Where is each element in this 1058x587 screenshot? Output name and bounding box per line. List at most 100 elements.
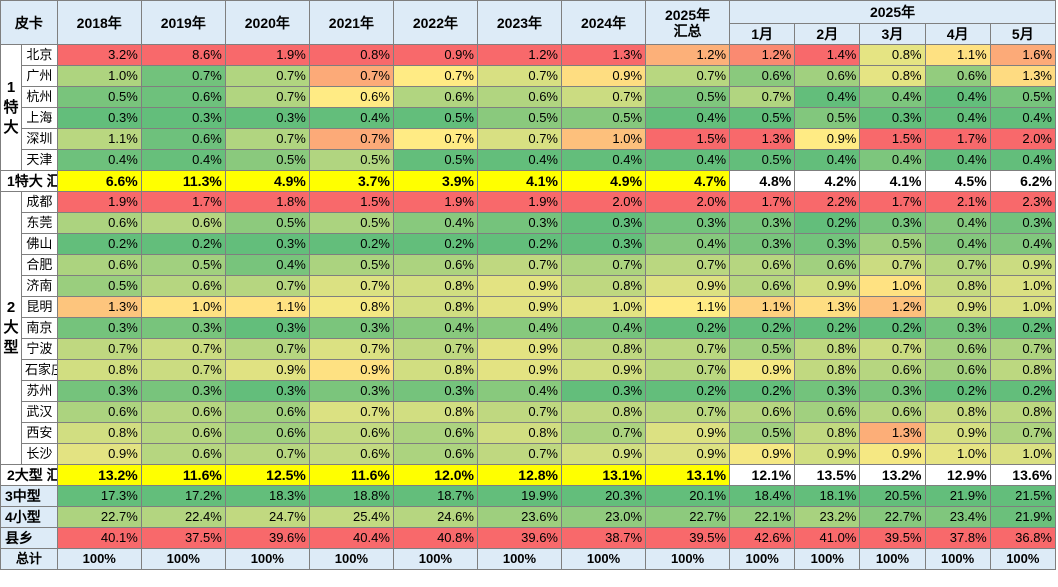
table-row: 西安 0.8% 0.6% 0.6% 0.6% 0.6% 0.8% 0.7% 0.9% 0.5% 0.… [1, 422, 1057, 444]
value-cell: 1.0% [140, 296, 226, 318]
value-cell: 0.8% [794, 338, 861, 360]
table-row: 长沙 0.9% 0.6% 0.7% 0.6% 0.6% 0.7% 0.9% 0.9% 0.9% 0.… [1, 443, 1057, 465]
city-name: 广州 [21, 65, 58, 87]
category-value: 22.7% [859, 506, 926, 528]
value-cell: 0.9% [476, 338, 563, 360]
value-cell: 0.9% [560, 443, 647, 465]
value-cell: 0.3% [859, 212, 926, 234]
category-value: 23.6% [476, 506, 563, 528]
value-cell: 0.8% [308, 44, 394, 66]
value-cell: 0.3% [560, 233, 647, 255]
value-cell: 0.3% [645, 212, 731, 234]
value-cell: 0.7% [476, 128, 563, 150]
city-name: 南京 [21, 317, 58, 339]
value-cell: 0.3% [140, 317, 226, 339]
category-value: 21.9% [924, 485, 991, 507]
value-cell: 0.5% [308, 254, 394, 276]
table-row: 佛山 0.2% 0.2% 0.3% 0.2% 0.2% 0.2% 0.3% 0.4% 0.3% 0.… [1, 233, 1057, 255]
total-row: 总计 100% 100% 100% 100% 100% 100% 100% 100% 100% 10… [0, 548, 1057, 570]
value-cell: 0.7% [308, 401, 394, 423]
value-cell: 0.2% [476, 233, 563, 255]
category-value: 22.4% [140, 506, 226, 528]
summary-value: 4.1% [859, 170, 926, 192]
summary-value: 12.9% [924, 464, 991, 486]
value-cell: 0.3% [140, 380, 226, 402]
header-ytd-2025: 2025年 汇总 [645, 0, 731, 45]
value-cell: 1.1% [924, 44, 991, 66]
summary-value: 13.5% [794, 464, 861, 486]
table-row: 1 特 大北京 3.2% 8.6% 1.9% 0.8% 0.9% 1.2% 1.3% 1.2% 1… [0, 44, 1057, 171]
value-cell: 0.8% [392, 275, 478, 297]
value-cell: 0.6% [140, 422, 226, 444]
category-value: 36.8% [989, 527, 1057, 549]
category-value: 20.3% [560, 485, 647, 507]
value-cell: 1.1% [224, 296, 310, 318]
summary-row: 2大型 汇总13.2%11.6%12.5%11.6%12.0%12.8%13.1… [0, 464, 1057, 486]
value-cell: 1.9% [476, 191, 563, 213]
value-cell: 8.6% [140, 44, 226, 66]
summary-value: 6.2% [989, 170, 1057, 192]
category-value: 18.3% [224, 485, 310, 507]
value-cell: 0.6% [56, 254, 142, 276]
value-cell: 0.7% [392, 128, 478, 150]
value-cell: 0.5% [308, 212, 394, 234]
header-year-2020: 2020年 [224, 0, 310, 45]
value-cell: 0.3% [224, 233, 310, 255]
value-cell: 0.5% [729, 107, 796, 129]
category-value: 20.1% [645, 485, 731, 507]
value-cell: 0.4% [989, 233, 1057, 255]
category-value: 39.6% [476, 527, 563, 549]
value-cell: 0.7% [645, 254, 731, 276]
value-cell: 0.7% [224, 86, 310, 108]
value-cell: 0.7% [224, 275, 310, 297]
value-cell: 0.2% [924, 380, 991, 402]
total-value: 100% [794, 548, 861, 570]
value-cell: 2.2% [794, 191, 861, 213]
value-cell: 0.7% [224, 443, 310, 465]
value-cell: 0.4% [476, 380, 563, 402]
summary-value: 13.6% [989, 464, 1057, 486]
category-value: 18.7% [392, 485, 478, 507]
value-cell: 0.7% [224, 338, 310, 360]
value-cell: 0.8% [56, 359, 142, 381]
value-cell: 0.4% [224, 254, 310, 276]
value-cell: 0.6% [729, 401, 796, 423]
table-row: 2 大 型成都 1.9% 1.7% 1.8% 1.5% 1.9% 1.9% 2.0% 2.0% 1… [0, 191, 1057, 465]
header-year-2019: 2019年 [140, 0, 226, 45]
category-value: 17.2% [140, 485, 226, 507]
value-cell: 1.5% [859, 128, 926, 150]
table-row: 广州 1.0% 0.7% 0.7% 0.7% 0.7% 0.7% 0.9% 0.7% 0.6% 0.… [1, 65, 1057, 87]
value-cell: 0.7% [140, 338, 226, 360]
value-cell: 0.2% [794, 212, 861, 234]
value-cell: 0.7% [56, 338, 142, 360]
value-cell: 0.7% [645, 359, 731, 381]
value-cell: 0.7% [308, 275, 394, 297]
value-cell: 0.9% [989, 254, 1057, 276]
value-cell: 0.4% [476, 317, 563, 339]
value-cell: 0.4% [924, 233, 991, 255]
value-cell: 1.0% [989, 443, 1057, 465]
value-cell: 0.6% [140, 86, 226, 108]
value-cell: 0.9% [56, 443, 142, 465]
summary-value: 11.3% [140, 170, 226, 192]
category-value: 39.5% [645, 527, 731, 549]
summary-label: 1特大 汇总 [0, 170, 58, 192]
value-cell: 1.0% [560, 128, 647, 150]
value-cell: 1.4% [794, 44, 861, 66]
summary-value: 11.6% [140, 464, 226, 486]
value-cell: 0.3% [924, 317, 991, 339]
value-cell: 0.6% [224, 422, 310, 444]
value-cell: 0.2% [729, 317, 796, 339]
value-cell: 1.2% [729, 44, 796, 66]
total-value: 100% [729, 548, 796, 570]
value-cell: 2.0% [560, 191, 647, 213]
value-cell: 0.3% [224, 380, 310, 402]
value-cell: 1.7% [859, 191, 926, 213]
value-cell: 1.0% [56, 65, 142, 87]
value-cell: 1.5% [645, 128, 731, 150]
summary-value: 12.5% [224, 464, 310, 486]
table-row: 上海 0.3% 0.3% 0.3% 0.4% 0.5% 0.5% 0.5% 0.4% 0.5% 0.… [1, 107, 1057, 129]
total-value: 100% [924, 548, 991, 570]
value-cell: 0.3% [794, 380, 861, 402]
value-cell: 0.3% [729, 212, 796, 234]
